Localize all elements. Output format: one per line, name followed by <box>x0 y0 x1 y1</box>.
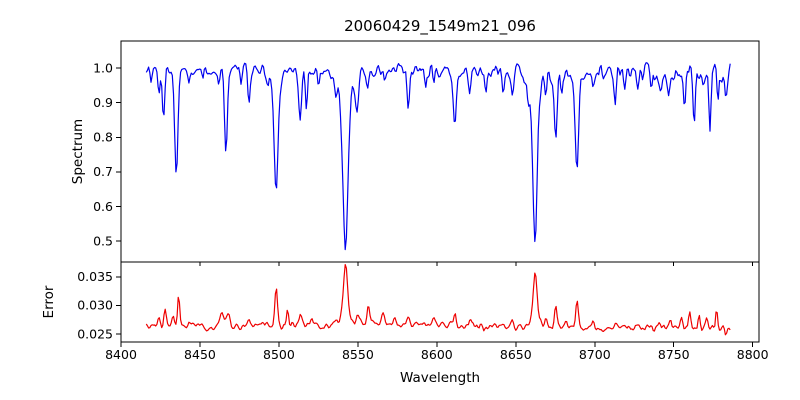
x-tick-label: 8800 <box>737 347 769 362</box>
axis-ticks: 8400 8450 8500 8550 8600 8650 8700 8750 8800 0.5 0… <box>77 60 768 362</box>
spectrum-line <box>145 62 731 251</box>
x-tick-label: 8400 <box>105 347 137 362</box>
error-line <box>145 264 731 336</box>
x-tick-label: 8600 <box>421 347 453 362</box>
spectrum-y-tick-label: 0.8 <box>93 130 113 145</box>
spectrum-y-tick-label: 1.0 <box>93 60 113 75</box>
x-tick-label: 8700 <box>579 347 611 362</box>
spectrum-y-tick-label: 0.7 <box>93 164 113 179</box>
spectrum-y-tick-label: 0.9 <box>93 95 113 110</box>
error-y-tick-label: 0.025 <box>77 326 113 341</box>
x-axis-label: Wavelength <box>400 370 480 386</box>
error-y-axis-label: Error <box>41 285 57 318</box>
x-tick-label: 8650 <box>500 347 532 362</box>
spectrum-y-tick-label: 0.6 <box>93 199 113 214</box>
error-axes <box>120 261 760 343</box>
x-tick-label: 8450 <box>184 347 216 362</box>
error-y-tick-label: 0.030 <box>77 298 113 313</box>
x-tick-label: 8750 <box>658 347 690 362</box>
x-tick-label: 8550 <box>342 347 374 362</box>
data-lines <box>145 62 731 336</box>
error-y-tick-label: 0.035 <box>77 269 113 284</box>
spectrum-y-axis-label: Spectrum <box>70 119 86 184</box>
chart-title: 20060429_1549m21_096 <box>344 17 536 36</box>
spectrum-y-tick-label: 0.5 <box>93 234 113 249</box>
x-tick-label: 8500 <box>263 347 295 362</box>
